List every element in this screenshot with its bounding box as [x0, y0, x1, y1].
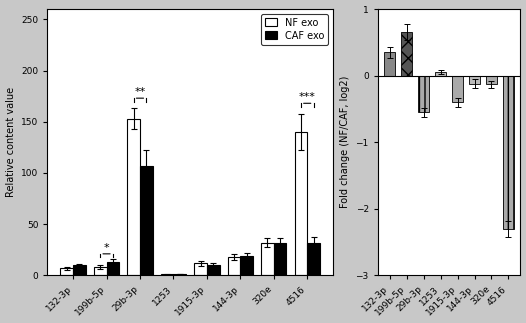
Bar	[295, 132, 307, 276]
Bar	[94, 267, 107, 276]
Bar	[60, 268, 73, 276]
Bar	[486, 76, 497, 84]
Bar	[107, 262, 119, 276]
Bar	[140, 166, 153, 276]
Bar	[73, 265, 86, 276]
Bar	[240, 256, 253, 276]
Bar	[127, 119, 140, 276]
Text: *: *	[104, 243, 109, 253]
Bar	[435, 72, 446, 76]
Bar	[274, 243, 287, 276]
Text: ***: ***	[299, 92, 316, 102]
Bar	[452, 76, 463, 102]
Bar	[384, 52, 395, 76]
Bar	[174, 274, 186, 276]
Text: **: **	[134, 87, 146, 97]
Bar	[401, 32, 412, 76]
Y-axis label: Fold change (NF/CAF, log2): Fold change (NF/CAF, log2)	[340, 76, 350, 208]
Bar	[307, 243, 320, 276]
Bar	[503, 76, 514, 229]
Bar	[161, 274, 174, 276]
Bar	[207, 265, 219, 276]
Bar	[194, 263, 207, 276]
Bar	[418, 76, 429, 112]
Bar	[469, 76, 480, 84]
Legend: NF exo, CAF exo: NF exo, CAF exo	[261, 14, 328, 45]
Y-axis label: Relative content value: Relative content value	[6, 87, 16, 197]
Bar	[228, 257, 240, 276]
Bar	[261, 243, 274, 276]
